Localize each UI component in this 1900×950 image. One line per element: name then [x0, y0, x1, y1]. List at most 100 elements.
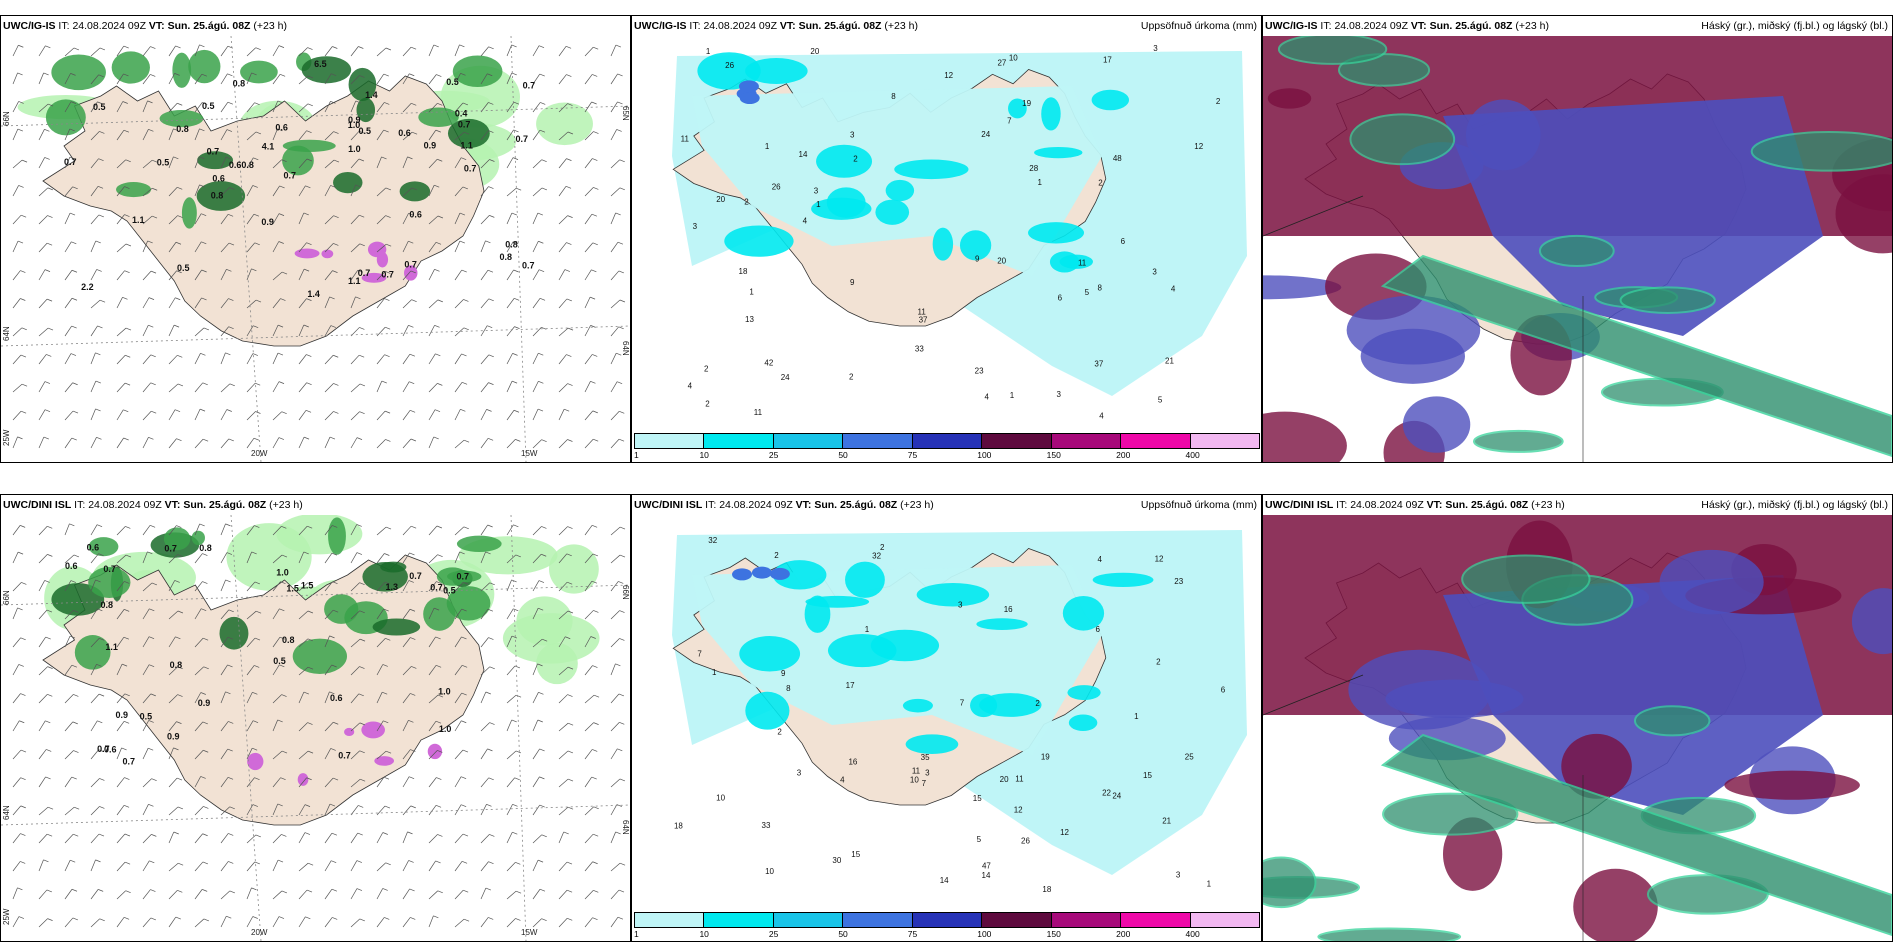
- wind-barb: [168, 694, 178, 704]
- wind-dark-blob: [380, 561, 407, 573]
- precip-value-label: 37: [1094, 360, 1103, 369]
- wind-barb: [90, 553, 99, 564]
- wind-barb-flag: [18, 185, 24, 188]
- wind-barb: [584, 410, 594, 421]
- wind-barb: [38, 694, 48, 704]
- wind-barb-flag: [332, 917, 338, 920]
- wind-barb: [506, 665, 516, 676]
- precip-value-label: 2: [1035, 699, 1040, 708]
- wind-barb-flag: [125, 243, 132, 247]
- wind-value-label: 0.7: [103, 564, 116, 574]
- wind-barb-flag: [460, 408, 466, 412]
- wind-barb: [376, 608, 385, 620]
- wind-barb: [454, 833, 464, 844]
- wind-value-label: 0.9: [198, 698, 211, 708]
- wind-barb-flag: [173, 747, 179, 751]
- wind-barb-flag: [385, 439, 391, 442]
- wind-barb: [558, 526, 568, 536]
- wind-barb-flag: [436, 525, 443, 529]
- wind-barb-flag: [434, 325, 440, 328]
- colorbar-swatch: [842, 912, 913, 928]
- colorbar-tick-label: 100: [977, 450, 992, 460]
- wind-barb-flag: [46, 298, 53, 302]
- wind-barb: [532, 353, 539, 365]
- wind-barb-flag: [72, 382, 78, 386]
- wind-value-label: 1.0: [348, 120, 361, 130]
- precip-value-label: 20: [810, 47, 819, 56]
- wind-barb: [298, 666, 309, 676]
- wind-barb: [584, 131, 594, 141]
- wind-value-label: 0.6: [65, 561, 78, 571]
- wind-barb-flag: [515, 439, 521, 442]
- wind-barb-flag: [228, 721, 234, 724]
- wind-barb-flag: [514, 326, 520, 329]
- wind-barb: [506, 524, 514, 536]
- wind-barb-flag: [619, 299, 626, 303]
- wind-map: 0.5 0.7 1.1 1.4 0.5 0.6 0.8 0.7 0.5 0.7 1.1 0.6 0.7 0…: [1, 36, 630, 462]
- wind-barb: [376, 410, 386, 421]
- wind-barb: [324, 243, 334, 253]
- wind-barb: [402, 805, 412, 816]
- wind-barb: [428, 242, 437, 253]
- wind-barb: [584, 833, 594, 844]
- wind-barb: [558, 553, 568, 564]
- wind-barb: [480, 917, 489, 928]
- wind-barb-flag: [46, 749, 52, 752]
- wind-barb: [610, 212, 616, 225]
- wind-barb: [584, 325, 591, 337]
- wind-barb: [402, 438, 412, 449]
- wind-magenta-blob: [427, 743, 443, 760]
- wind-barb-flag: [147, 551, 153, 555]
- wind-barb-flag: [277, 128, 283, 132]
- wind-barb-flag: [177, 666, 183, 670]
- wind-barb-flag: [355, 184, 361, 188]
- wind-barb-flag: [590, 636, 596, 639]
- wind-barb: [324, 609, 334, 620]
- wind-barb: [324, 325, 332, 337]
- wind-barb: [116, 270, 125, 281]
- model-name: UWC/IG-IS: [634, 20, 687, 32]
- wind-barb-flag: [384, 354, 390, 358]
- wind-barb-flag: [21, 327, 27, 331]
- lead-time: (+23 h): [1531, 499, 1565, 511]
- wind-dark-blob: [282, 139, 336, 153]
- wind-barb-flag: [515, 750, 522, 754]
- colorbar-tick-label: 75: [907, 450, 918, 460]
- wind-barb-flag: [566, 242, 572, 245]
- wind-barb-flag: [95, 408, 101, 412]
- lat-label-right: 64N: [621, 341, 630, 356]
- wind-barb-flag: [513, 241, 519, 245]
- wind-barb: [64, 860, 71, 872]
- wind-barb: [402, 637, 411, 648]
- wind-map: 0.8 0.7 0.8 0.7 0.5 0.7 1.0 0.8 1.0 0.7 1.5 0.7 0.9 0…: [1, 515, 630, 941]
- wind-barb-flag: [511, 212, 518, 216]
- wind-barb: [38, 859, 44, 872]
- wind-barb: [168, 103, 178, 113]
- wind-barb: [584, 580, 593, 592]
- wind-barb-flag: [279, 185, 285, 189]
- wind-barb-flag: [384, 553, 390, 556]
- wind-barb-flag: [566, 158, 572, 161]
- wind-barb-flag: [566, 889, 573, 893]
- wind-barb: [558, 861, 568, 872]
- precip-mid-blob: [902, 698, 933, 713]
- wind-barb-flag: [20, 861, 26, 864]
- wind-barb: [402, 353, 411, 365]
- wind-barb: [12, 101, 19, 113]
- wind-barb: [454, 551, 460, 564]
- wind-barb-flag: [592, 917, 598, 920]
- wind-barb-flag: [281, 554, 288, 558]
- wind-barb-flag: [333, 131, 339, 134]
- wind-barb-flag: [333, 411, 339, 414]
- wind-barb-flag: [567, 526, 573, 529]
- wind-barb-flag: [71, 325, 77, 329]
- precip-mid-blob: [1092, 572, 1154, 588]
- wind-barb-flag: [20, 749, 27, 753]
- wind-barb-flag: [411, 102, 417, 106]
- colorbar-tick-label: 150: [1046, 450, 1061, 460]
- wind-barb: [350, 888, 358, 900]
- wind-value-label: 1.5: [286, 584, 299, 594]
- wind-barb-flag: [488, 861, 494, 864]
- wind-value-label: 0.6: [398, 128, 411, 138]
- precip-mid-blob: [905, 734, 959, 755]
